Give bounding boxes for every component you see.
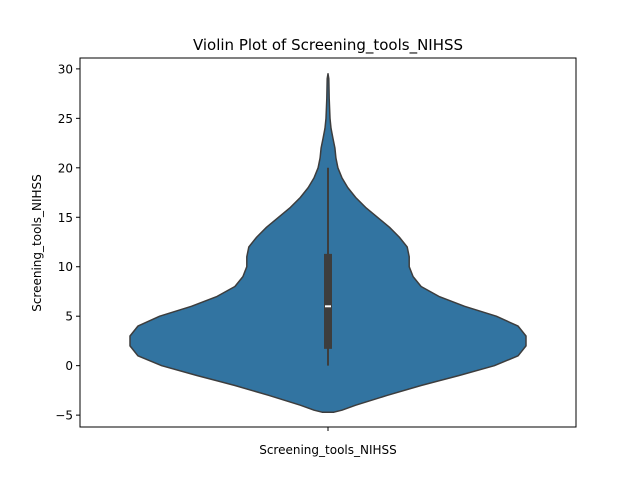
violin-layer [129, 73, 527, 413]
y-tick-label: −5 [55, 409, 73, 423]
chart-title: Violin Plot of Screening_tools_NIHSS [193, 36, 463, 55]
y-tick-label: 20 [58, 161, 73, 175]
y-axis-label: Screening_tools_NIHSS [30, 174, 44, 312]
y-axis: −5 0 5 10 15 20 25 30 [55, 62, 80, 423]
y-tick-label: 25 [58, 112, 73, 126]
y-tick-label: 0 [65, 359, 73, 373]
iqr-box [324, 253, 332, 349]
y-tick-label: 15 [58, 211, 73, 225]
y-tick-label: 30 [58, 62, 73, 76]
x-axis-label: Screening_tools_NIHSS [259, 443, 397, 457]
y-tick-label: 5 [65, 310, 73, 324]
y-tick-label: 10 [58, 260, 73, 274]
